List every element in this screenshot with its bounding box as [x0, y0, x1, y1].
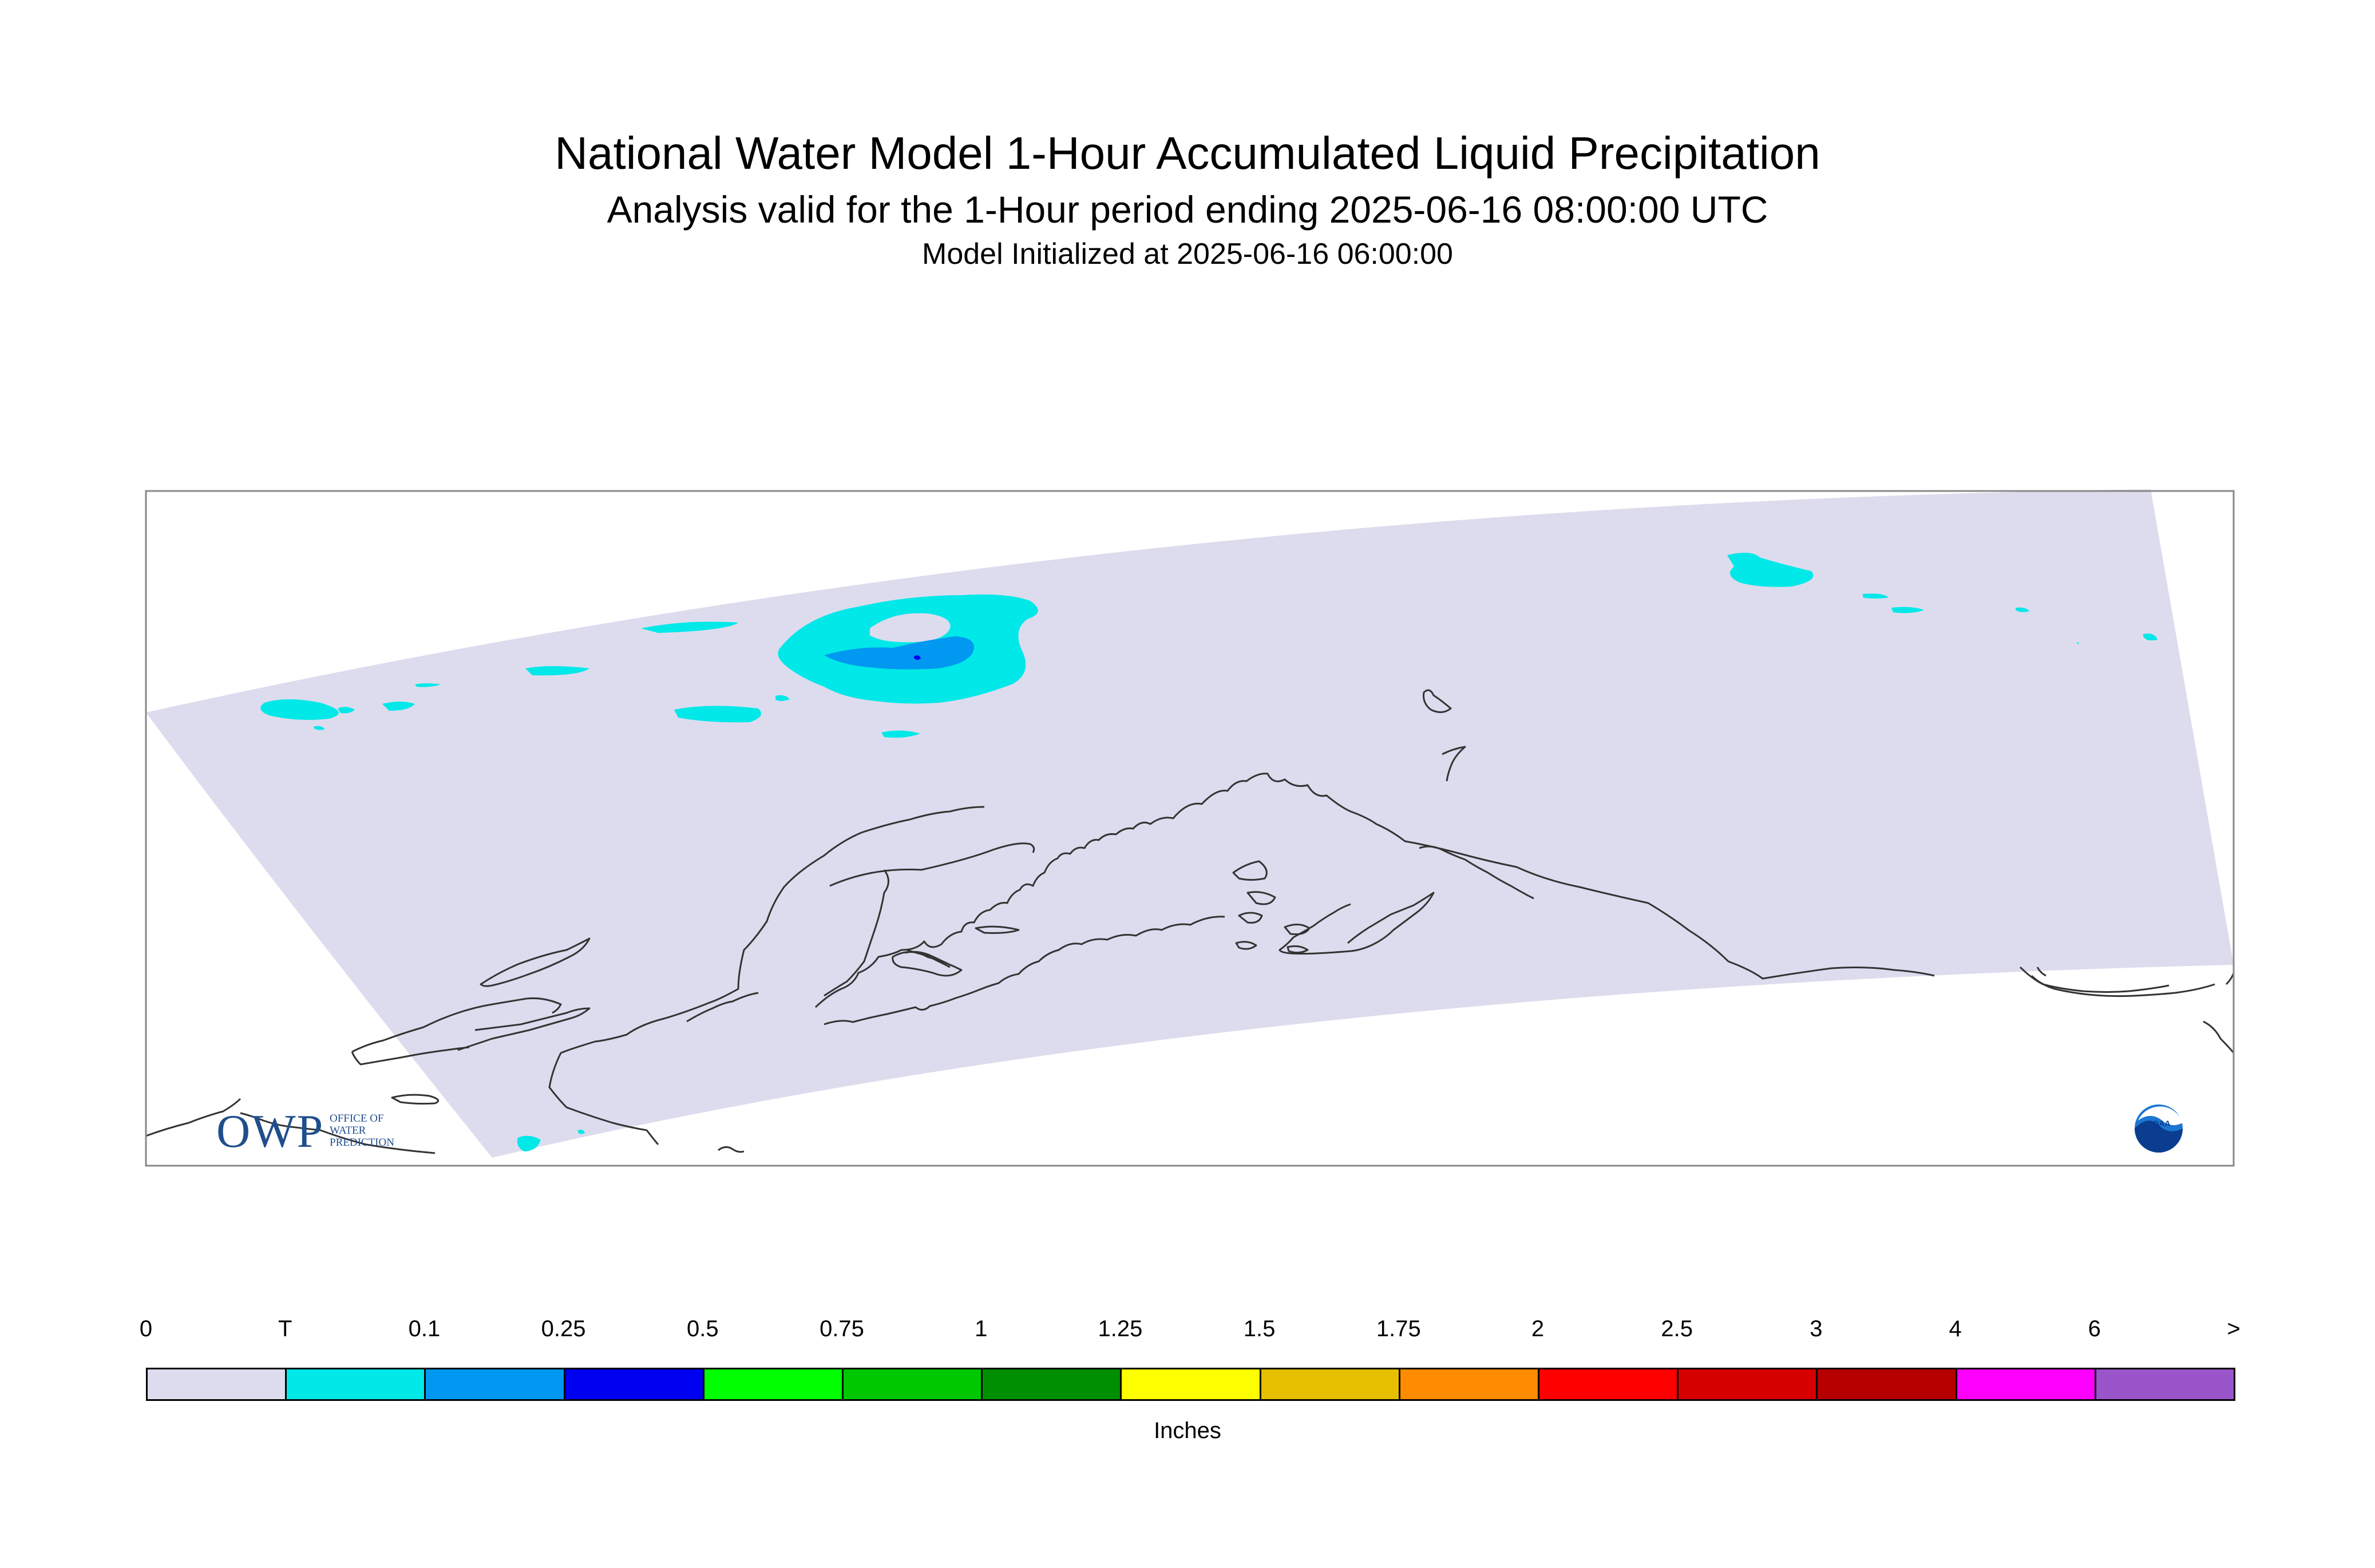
colorbar-tick-label: 3 [1810, 1316, 1823, 1341]
coastline-mainland [814, 773, 1935, 1008]
coastline-gulf-islands [1232, 860, 1268, 881]
coastline-chukotka [351, 997, 562, 1053]
colorbar-swatch [146, 1368, 287, 1401]
precip-area [1863, 593, 1889, 599]
island-north-1 [1423, 689, 1452, 713]
colorbar-tick-label: 1.75 [1376, 1316, 1421, 1341]
map-frame [145, 490, 2235, 1167]
coastline-gulf-islands-4 [1284, 924, 1311, 935]
precip-heavy-area [914, 655, 921, 660]
precip-area [881, 730, 920, 738]
precip-area [525, 666, 589, 676]
colorbar-swatch [1816, 1368, 1957, 1401]
island-kodiak [892, 951, 963, 977]
island-chukotka [480, 937, 591, 987]
coastline-gulf-islands-6 [1235, 941, 1257, 950]
map-title: National Water Model 1-Hour Accumulated … [555, 128, 1820, 179]
coastline-panhandle [1419, 845, 1534, 900]
coastline-alaska-bay [829, 842, 1035, 887]
coastline-west [548, 831, 862, 1145]
noaa-logo-text: NOAA [2147, 1119, 2170, 1128]
coastline-far-right-2 [2019, 966, 2170, 993]
precip-area [1891, 607, 1924, 613]
coastline-bottom-left [320, 1129, 436, 1154]
owp-logo-letters: OWP [216, 1105, 324, 1157]
precip-area [2143, 633, 2158, 641]
coastline-siberia-south [351, 1046, 470, 1066]
colorbar-units: Inches [1154, 1418, 1221, 1443]
colorbar-swatch [424, 1368, 565, 1401]
colorbar-swatch [1398, 1368, 1539, 1401]
colorbar-swatch [285, 1368, 426, 1401]
colorbar-swatch [1955, 1368, 2096, 1401]
colorbar-tick-label: 0.25 [541, 1316, 586, 1341]
owp-logo-text: OFFICE OF WATER PREDICTION [330, 1112, 394, 1149]
colorbar-tick-label: T [278, 1316, 292, 1341]
coastline-lower-left-2 [240, 1112, 321, 1131]
precip-area [314, 726, 325, 730]
colorbar-tick-label: 6 [2088, 1316, 2101, 1341]
coastline-gulf-islands-5 [1287, 945, 1309, 954]
precip-area [2016, 607, 2029, 612]
colorbar-tick-label: 1.25 [1098, 1316, 1143, 1341]
colorbar-swatch [1259, 1368, 1400, 1401]
precip-area [2076, 642, 2079, 644]
coastline-bottom-center [718, 1146, 745, 1153]
precip-area [415, 683, 441, 687]
precip-area [517, 1135, 541, 1151]
coastline-far-right-4 [2225, 972, 2235, 985]
coastline-far-right [2030, 975, 2215, 997]
coastline-peninsula [686, 992, 759, 1023]
precip-area [578, 1130, 585, 1134]
colorbar-tick-label: 1 [975, 1316, 988, 1341]
island-north-2 [1442, 746, 1466, 782]
precip-area [641, 621, 738, 633]
model-init-time: Model Initialized at 2025-06-16 06:00:00 [922, 237, 1453, 271]
precip-area [382, 702, 415, 711]
island-small-lake [975, 925, 1020, 934]
colorbar-tick-label: 0.1 [408, 1316, 441, 1341]
colorbar-tick-label: 0 [139, 1316, 153, 1341]
colorbar-swatch [1677, 1368, 1818, 1401]
colorbar-tick-label: 2.5 [1661, 1316, 1693, 1341]
colorbar-swatch [981, 1368, 1122, 1401]
precip-area [674, 706, 761, 723]
model-domain [146, 489, 2234, 1158]
dry-center [870, 613, 951, 643]
colorbar-swatch [563, 1368, 704, 1401]
colorbar-swatch [702, 1368, 844, 1401]
colorbar-tick-label: > [2227, 1316, 2241, 1341]
precip-area [1727, 552, 1814, 587]
colorbar-swatch [2094, 1368, 2235, 1401]
precip-light-area [824, 636, 974, 670]
coastline-west-shore [861, 806, 985, 834]
precip-area [260, 699, 339, 720]
noaa-logo: NOAA [2135, 1104, 2183, 1153]
island-west [905, 951, 951, 966]
colorbar-tick-label: 0.75 [820, 1316, 864, 1341]
colorbar-tick-label: 0.5 [686, 1316, 719, 1341]
coastline-gulf-islands-2 [1246, 891, 1276, 905]
colorbar-tick-label: 2 [1531, 1316, 1545, 1341]
coastline-far-right-3 [2203, 1020, 2235, 1054]
coastline-lower-left [145, 1098, 242, 1137]
map-subtitle: Analysis valid for the 1-Hour period end… [607, 188, 1768, 231]
coastline-gulf-islands-3 [1238, 912, 1263, 924]
precip-area [338, 707, 355, 714]
coastlines [145, 689, 2235, 1154]
colorbar-swatch [1120, 1368, 1261, 1401]
colorbar-swatch [842, 1368, 983, 1401]
coastline-interior [824, 869, 889, 997]
coastline-right-tip [2036, 967, 2047, 977]
colorbar-tick-label: 4 [1949, 1316, 1962, 1341]
coastline-bering [824, 916, 1225, 1025]
owp-logo: OWP OFFICE OF WATER PREDICTION [216, 1106, 434, 1157]
precip-area [775, 695, 790, 701]
island-left [391, 1094, 440, 1105]
colorbar-swatch [1538, 1368, 1679, 1401]
colorbar-tick-label: 1.5 [1243, 1316, 1276, 1341]
coastline-siberia [457, 1007, 591, 1051]
